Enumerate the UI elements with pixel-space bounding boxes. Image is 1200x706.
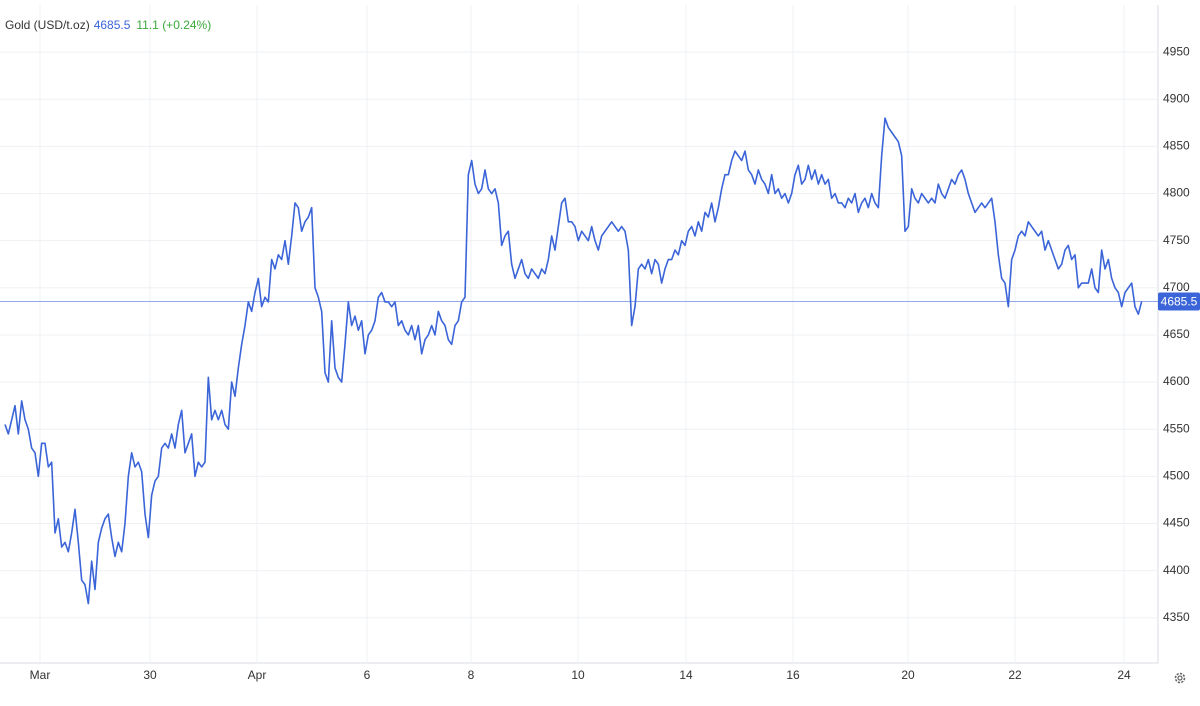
last-price-box (1158, 292, 1200, 311)
x-tick-label: 30 (143, 668, 157, 682)
y-tick-label: 4700 (1163, 280, 1190, 294)
x-tick-label: 6 (364, 668, 371, 682)
last-price-label: 4685.5 (1161, 295, 1198, 309)
x-tick-label: Mar (30, 668, 51, 682)
y-tick-label: 4850 (1163, 139, 1190, 153)
chart-title: Gold (USD/t.oz) (5, 18, 90, 32)
plot (0, 117, 1158, 605)
x-tick-label: 16 (786, 668, 800, 682)
x-tick-label: 14 (679, 668, 693, 682)
last-price: 4685.5 (94, 18, 131, 32)
x-tick-label: 24 (1117, 668, 1131, 682)
y-tick-label: 4550 (1163, 421, 1190, 435)
y-tick-label: 4600 (1163, 374, 1190, 388)
x-tick-label: 22 (1008, 668, 1022, 682)
price-change: 11.1 (+0.24%) (136, 18, 211, 32)
y-tick-label: 4500 (1163, 469, 1190, 483)
y-tick-label: 4750 (1163, 233, 1190, 247)
price-line (4, 117, 1143, 605)
settings-icon[interactable] (1174, 672, 1186, 684)
grid (0, 5, 1158, 663)
y-tick-label: 4950 (1163, 44, 1190, 58)
y-tick-label: 4650 (1163, 327, 1190, 341)
y-tick-label: 4450 (1163, 516, 1190, 530)
x-tick-label: Apr (248, 668, 267, 682)
x-tick-label: 8 (468, 668, 475, 682)
y-tick-label: 4800 (1163, 186, 1190, 200)
x-tick-label: 10 (571, 668, 585, 682)
y-tick-label: 4350 (1163, 610, 1190, 624)
x-tick-label: 20 (901, 668, 915, 682)
y-tick-label: 4900 (1163, 91, 1190, 105)
y-tick-label: 4400 (1163, 563, 1190, 577)
